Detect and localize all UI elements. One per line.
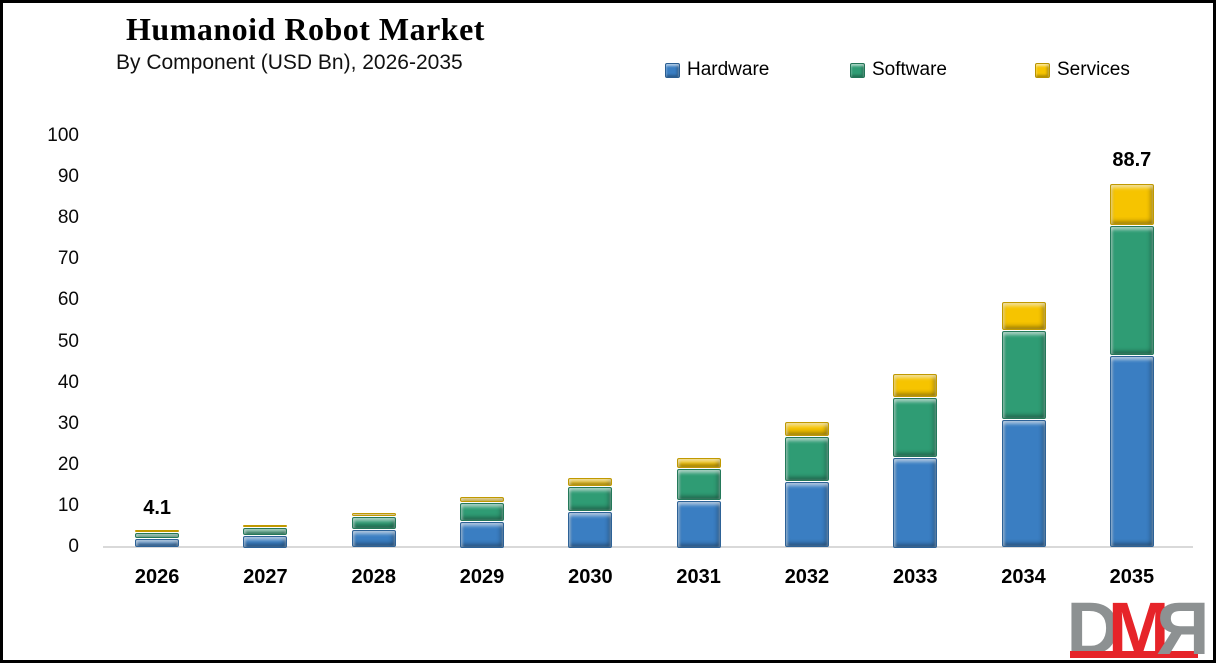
y-axis-tick-label: 100 (47, 125, 79, 146)
x-axis-label-2028: 2028 (351, 566, 396, 588)
bar-segment-services (784, 421, 829, 437)
bar-segment-software (351, 517, 396, 529)
x-axis-label-2033: 2033 (892, 566, 938, 588)
bar-segment-software (1109, 225, 1154, 356)
bar-segment-software (784, 437, 829, 481)
legend-marker-icon (1035, 62, 1050, 78)
legend-item-services: Services (1035, 59, 1130, 81)
y-axis-tick-label: 0 (68, 536, 79, 557)
bar-segment-services (568, 477, 613, 486)
chart-legend: Hardware Software Services (665, 59, 1130, 81)
y-axis-tick-label: 10 (57, 494, 79, 516)
y-axis-tick-label: 30 (57, 412, 79, 434)
data-label-2026: 4.1 (143, 497, 172, 520)
plot-area: 0 10 20 30 40 50 60 70 80 90 100 2026 4.1 2027 2028 202… (3, 3, 1213, 660)
bar-segment-software (893, 397, 938, 458)
bar-segment-software (460, 503, 505, 521)
y-axis-tick-label: 50 (57, 330, 79, 352)
bar-segment-hardware (784, 481, 829, 548)
bar-segment-hardware (676, 501, 721, 548)
y-axis-tick-label: 60 (57, 289, 79, 311)
bar-segment-services (460, 496, 505, 503)
bar-segment-services (351, 513, 396, 517)
bar-segment-hardware (568, 511, 613, 548)
bar-2034 (1001, 300, 1046, 548)
bar-segment-hardware (893, 458, 938, 548)
bar-segment-software (676, 469, 721, 501)
legend-item-software: Software (850, 59, 1035, 81)
bar-segment-hardware (351, 529, 396, 548)
bar-2027 (243, 524, 288, 548)
bar-2031 (676, 457, 721, 548)
bar-2026 (135, 530, 180, 548)
bar-segment-services (1109, 183, 1154, 225)
bar-segment-hardware (1109, 356, 1154, 548)
data-label-2035: 88.7 (1112, 149, 1152, 172)
bar-2032 (784, 420, 829, 548)
bar-segment-software (135, 533, 180, 539)
bar-segment-services (893, 374, 938, 397)
bar-segment-hardware (460, 521, 505, 548)
x-axis-label-2031: 2031 (676, 566, 721, 588)
bar-2030 (568, 476, 613, 548)
legend-marker-icon (850, 62, 865, 78)
bar-segment-software (1001, 331, 1046, 420)
bar-segment-hardware (243, 536, 288, 548)
bar-segment-hardware (1001, 420, 1046, 548)
bar-segment-software (568, 486, 613, 511)
logo-letter-r: R (1167, 587, 1209, 663)
y-axis-tick-label: 90 (57, 166, 79, 188)
bar-segment-hardware (135, 539, 180, 548)
x-axis-label-2034: 2034 (1001, 566, 1046, 588)
bar-2035 (1109, 182, 1154, 548)
bar-segment-services (676, 458, 721, 469)
bar-2028 (351, 512, 396, 548)
bar-segment-software (243, 528, 288, 536)
y-axis-tick-label: 80 (57, 207, 79, 229)
bar-2033 (893, 373, 938, 548)
y-axis-tick-label: 40 (57, 371, 79, 393)
x-axis-label-2027: 2027 (243, 566, 288, 588)
x-axis-label-2029: 2029 (459, 566, 505, 588)
x-axis-line (103, 546, 1193, 548)
bar-2029 (460, 495, 505, 548)
y-axis-tick-label: 20 (57, 453, 79, 475)
chart-header: Humanoid Robot Market By Component (USD … (116, 11, 485, 75)
bar-segment-services (1001, 301, 1046, 331)
bar-segment-services (243, 525, 288, 528)
x-axis-label-2026: 2026 (134, 566, 180, 588)
bar-segment-services (135, 530, 180, 533)
y-axis-tick-label: 70 (57, 248, 79, 270)
legend-marker-icon (665, 62, 680, 78)
x-axis-label-2035: 2035 (1109, 566, 1155, 588)
legend-item-hardware: Hardware (665, 59, 850, 81)
legend-label: Hardware (687, 59, 770, 80)
logo-underline-bar (1070, 651, 1199, 658)
legend-label: Services (1057, 59, 1130, 80)
chart-title: Humanoid Robot Market (126, 11, 485, 47)
legend-label: Software (872, 59, 947, 80)
x-axis-label-2032: 2032 (784, 566, 830, 588)
dmr-logo: DM R (1066, 587, 1209, 663)
chart-subtitle: By Component (USD Bn), 2026-2035 (116, 50, 463, 74)
x-axis-label-2030: 2030 (568, 566, 613, 588)
